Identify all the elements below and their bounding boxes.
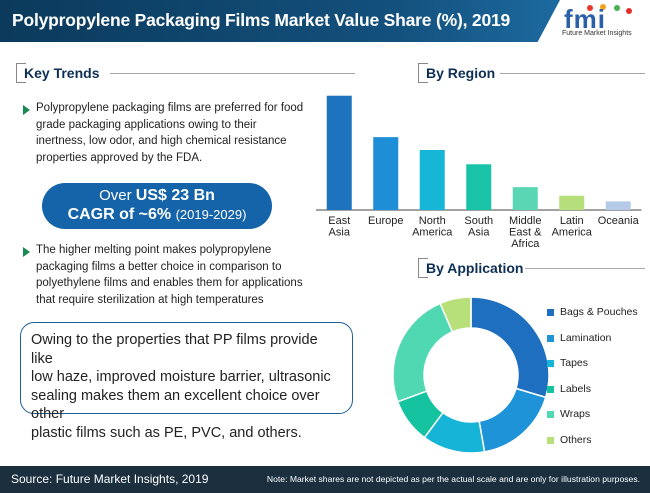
region-tick-label: South Asia	[464, 215, 493, 239]
bullet-arrow-icon	[23, 247, 30, 257]
donut-slice	[439, 296, 472, 333]
logo-dot-icon	[600, 4, 606, 10]
cagr-value: CAGR of ~6%	[67, 206, 172, 223]
note-line: sealing makes them an excellent choice o…	[31, 387, 320, 423]
region-bar	[559, 195, 585, 210]
legend-swatch	[547, 411, 554, 418]
donut-slice	[478, 387, 547, 453]
trend-bullet-1-line: Polypropylene packaging films are prefer…	[36, 102, 304, 114]
application-bracket	[418, 258, 428, 278]
trend-bullet-1-line: inertness, low odor, and high chemical r…	[36, 135, 287, 147]
legend-label: Wraps	[560, 408, 591, 420]
page-title: Polypropylene Packaging Films Market Val…	[12, 10, 511, 30]
region-bar	[419, 150, 445, 210]
trend-bullet-1: Polypropylene packaging films are prefer…	[36, 100, 336, 166]
legend-label: Others	[560, 433, 592, 446]
cagr-period: (2019-2029)	[175, 207, 247, 222]
region-chart-title: By Region	[426, 65, 496, 81]
legend-swatch	[547, 385, 554, 393]
key-trends-rule	[110, 73, 355, 74]
application-rule	[525, 268, 645, 269]
legend-label: Labels	[560, 382, 591, 395]
footer-note: Note: Market shares are not depicted as …	[266, 474, 640, 484]
trend-bullet-1-line: properties approved by the FDA.	[36, 151, 203, 164]
trend-bullet-1-line: grade packaging applications owing to th…	[36, 118, 257, 131]
logo-dot-icon	[626, 8, 632, 14]
region-bar	[512, 187, 538, 210]
region-tick-label: North America	[412, 215, 453, 239]
legend-label: Lamination	[560, 331, 612, 344]
donut-slice	[392, 302, 454, 403]
bullet-arrow-icon	[23, 105, 30, 115]
region-rule	[500, 73, 645, 74]
cagr-line: CAGR of ~6% (2019-2029)	[42, 206, 272, 224]
application-donut-chart	[392, 296, 550, 454]
donut-slice	[470, 296, 550, 399]
market-value-pill: Over US$ 23 Bn CAGR of ~6% (2019-2029)	[42, 183, 272, 229]
application-chart-title: By Application	[426, 260, 524, 276]
note-box: Owing to the properties that PP films pr…	[20, 322, 353, 441]
region-tick-label: Middle East & Africa	[509, 215, 542, 250]
logo-dot-icon	[587, 5, 593, 11]
trend-bullet-2-line: packaging films a better choice in compa…	[36, 260, 282, 273]
region-tick-label: Latin America	[552, 215, 593, 239]
region-tick-label: Europe	[368, 215, 403, 227]
region-bar-chart: East Asia Europe North America South Asia Middl…	[316, 95, 642, 250]
legend-label: Bags & Pouches	[560, 306, 638, 318]
region-bracket	[418, 63, 428, 83]
legend-swatch	[547, 334, 554, 342]
legend-swatch	[547, 309, 554, 316]
trend-bullet-2-line: The higher melting point makes polypropy…	[36, 244, 272, 256]
region-bar	[326, 95, 352, 210]
note-line: Owing to the properties that PP films pr…	[31, 332, 318, 367]
header-banner: Polypropylene Packaging Films Market Val…	[0, 0, 650, 42]
logo-tagline: Future Market Insights	[562, 30, 632, 37]
legend-swatch	[547, 360, 554, 367]
legend-label: Tapes	[560, 357, 589, 369]
key-trends-bracket	[16, 63, 26, 83]
trend-bullet-2-line: that require sterilization at high tempe…	[36, 293, 264, 306]
trend-bullet-2: The higher melting point makes polypropy…	[36, 242, 336, 308]
fmi-logo: fmi Future Market Insights	[562, 4, 646, 40]
market-value: US$ 23 Bn	[135, 187, 215, 204]
trend-bullet-2-line: polyethylene films and enables them for …	[36, 277, 303, 289]
note-line: plastic films such as PE, PVC, and other…	[31, 424, 302, 441]
region-tick-label: East Asia	[328, 215, 351, 239]
header-bar	[0, 0, 560, 42]
key-trends-heading: Key Trends	[24, 65, 100, 81]
footer-bar: Source: Future Market Insights, 2019 Not…	[0, 466, 650, 493]
region-bar	[373, 137, 399, 210]
source-text: Source: Future Market Insights, 2019	[11, 472, 209, 486]
region-bar	[466, 164, 492, 210]
note-line: low haze, improved moisture barrier, ult…	[31, 369, 331, 385]
region-bar	[605, 201, 631, 210]
market-value-line: Over US$ 23 Bn	[42, 187, 272, 205]
legend-swatch	[547, 436, 554, 444]
region-tick-label: Oceania	[598, 215, 640, 227]
logo-dot-icon	[614, 5, 620, 11]
market-value-prefix: Over	[99, 187, 132, 204]
logo-letters: fmi	[564, 4, 606, 34]
